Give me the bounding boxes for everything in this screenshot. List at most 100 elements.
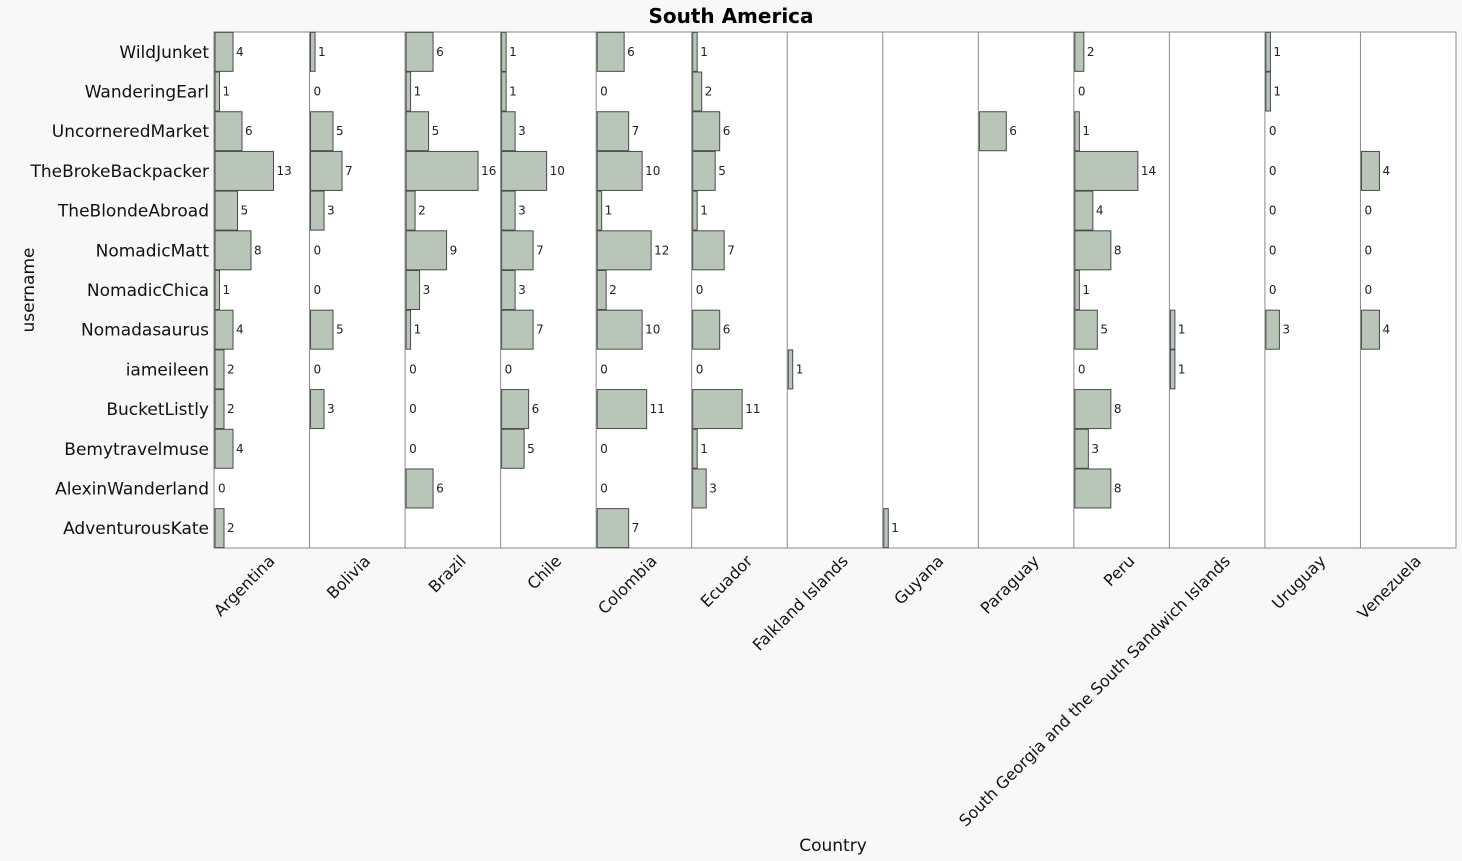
value-label: 1	[1273, 45, 1281, 59]
bar-bucketlistly-bolivia	[310, 389, 325, 430]
bar-alexinwanderland-ecuador	[692, 468, 707, 509]
bar-nomadasaurus-uruguay	[1265, 309, 1280, 350]
bar-nomadasaurus-chile	[501, 309, 534, 350]
value-label: 10	[550, 164, 565, 178]
value-label: 7	[727, 243, 735, 257]
bar-theblondeabroad-argentina	[214, 190, 238, 231]
x-axis-label: Country	[799, 836, 867, 856]
value-label: 7	[345, 164, 353, 178]
value-label: 4	[236, 45, 244, 59]
value-label: 0	[1078, 85, 1086, 99]
value-label: 2	[609, 283, 617, 297]
bar-wildjunket-bolivia	[310, 31, 316, 72]
bar-iameileen-falkland-islands	[787, 349, 794, 390]
bar-alexinwanderland-brazil	[405, 468, 434, 509]
bar-uncorneredmarket-paraguay	[978, 111, 1007, 152]
value-label: 0	[1269, 243, 1277, 257]
row-label-bucketlistly: BucketListly	[106, 400, 209, 420]
row-label-iameileen: iameileen	[126, 360, 209, 380]
bar-thebrokebackpacker-colombia	[596, 150, 643, 191]
bar-bucketlistly-chile	[501, 389, 530, 430]
value-label: 0	[696, 283, 704, 297]
value-label: 1	[1178, 362, 1186, 376]
bar-nomadicmatt-chile	[501, 230, 534, 271]
value-label: 3	[1282, 323, 1290, 337]
value-label: 1	[509, 85, 517, 99]
bar-adventurouskate-guyana	[883, 508, 889, 549]
value-label: 4	[1382, 164, 1390, 178]
bar-bucketlistly-peru	[1074, 389, 1112, 430]
value-label: 13	[277, 164, 292, 178]
bar-adventurouskate-argentina	[214, 508, 225, 549]
value-label: 3	[423, 283, 431, 297]
value-label: 6	[723, 323, 731, 337]
value-label: 6	[723, 124, 731, 138]
value-label: 5	[718, 164, 726, 178]
value-label: 8	[1114, 243, 1122, 257]
column-label-guyana: Guyana	[890, 551, 947, 608]
column-label-argentina: Argentina	[210, 551, 279, 620]
bar-bemytravelmuse-argentina	[214, 428, 234, 469]
value-label: 0	[409, 442, 417, 456]
value-label: 4	[1382, 323, 1390, 337]
value-label: 1	[223, 85, 231, 99]
bar-uncorneredmarket-colombia	[596, 111, 630, 152]
bar-theblondeabroad-ecuador	[692, 190, 698, 231]
column-label-falkland-islands: Falkland Islands	[749, 551, 852, 654]
value-label: 7	[632, 521, 640, 535]
value-label: 0	[409, 362, 417, 376]
value-label: 1	[891, 521, 899, 535]
value-label: 4	[1096, 204, 1104, 218]
bar-wanderingearl-chile	[501, 71, 507, 112]
value-label: 3	[327, 402, 335, 416]
value-label: 8	[1114, 481, 1122, 495]
bar-nomadicchica-brazil	[405, 270, 421, 310]
column-label-brazil: Brazil	[425, 551, 470, 596]
value-label: 3	[327, 204, 335, 218]
value-label: 1	[223, 283, 231, 297]
bar-uncorneredmarket-brazil	[405, 111, 430, 152]
bar-uncorneredmarket-bolivia	[310, 111, 334, 152]
value-label: 10	[645, 164, 660, 178]
chart-title: South America	[648, 4, 813, 28]
value-label: 3	[709, 481, 717, 495]
bar-wanderingearl-uruguay	[1265, 71, 1271, 112]
value-label: 1	[509, 45, 517, 59]
bar-nomadasaurus-colombia	[596, 309, 643, 350]
bar-wanderingearl-brazil	[405, 71, 412, 112]
row-label-bemytravelmuse: Bemytravelmuse	[64, 440, 209, 460]
value-label: 1	[796, 362, 804, 376]
value-label: 11	[745, 402, 760, 416]
bar-thebrokebackpacker-argentina	[214, 150, 274, 191]
bar-nomadasaurus-ecuador	[692, 309, 721, 350]
row-label-nomadicchica: NomadicChica	[87, 281, 209, 301]
value-label: 0	[314, 243, 322, 257]
value-label: 0	[1364, 283, 1372, 297]
bar-bemytravelmuse-chile	[501, 428, 525, 469]
value-label: 1	[414, 85, 422, 99]
bar-wildjunket-chile	[501, 31, 507, 72]
value-label: 0	[600, 442, 608, 456]
value-label: 3	[518, 124, 526, 138]
value-label: 11	[650, 402, 665, 416]
bar-theblondeabroad-bolivia	[310, 190, 325, 231]
value-label: 2	[1087, 45, 1095, 59]
bar-bucketlistly-argentina	[214, 389, 225, 430]
value-label: 1	[1082, 124, 1090, 138]
value-label: 0	[696, 362, 704, 376]
bar-nomadicchica-colombia	[596, 270, 607, 310]
bar-bemytravelmuse-ecuador	[692, 428, 698, 469]
value-label: 2	[227, 521, 235, 535]
bar-theblondeabroad-peru	[1074, 190, 1094, 231]
bar-adventurouskate-colombia	[596, 508, 630, 549]
column-label-colombia: Colombia	[594, 551, 661, 618]
plot-area: WildJunket WanderingEarl UncorneredMarket T…	[29, 31, 1457, 830]
value-label: 2	[705, 85, 713, 99]
value-label: 1	[605, 204, 613, 218]
value-label: 7	[632, 124, 640, 138]
bar-wildjunket-colombia	[596, 31, 625, 72]
bar-bucketlistly-ecuador	[692, 389, 743, 430]
value-label: 4	[236, 442, 244, 456]
row-label-alexinwanderland: AlexinWanderland	[55, 479, 209, 499]
value-label: 6	[436, 45, 444, 59]
